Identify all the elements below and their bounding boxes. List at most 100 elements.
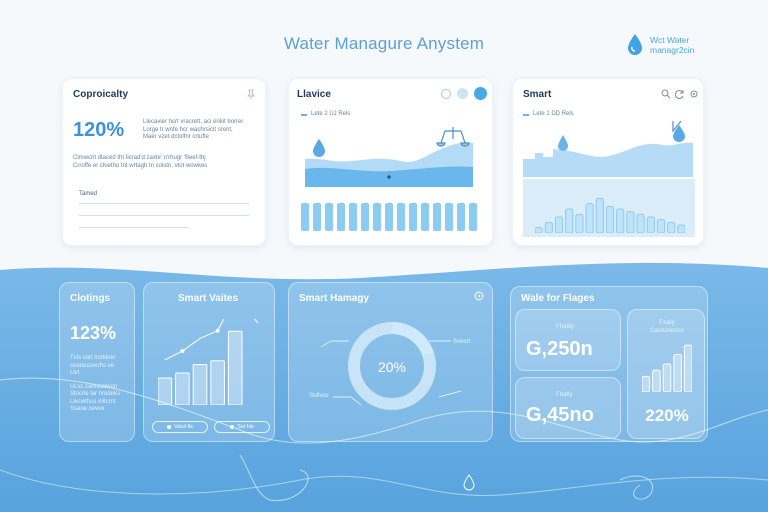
brand-logo: Wct Water managr2cin	[626, 33, 694, 57]
bar	[445, 203, 453, 231]
bar	[626, 211, 635, 233]
bar	[361, 203, 369, 231]
desc-line: Maer vzet dctolfnr crtufte	[143, 134, 210, 140]
donut-slice	[348, 322, 436, 410]
desc-line: Ssaue cevve	[70, 406, 105, 412]
trend-line	[164, 319, 259, 361]
side-label-2: Carduniorics	[650, 328, 684, 334]
bar	[616, 208, 625, 233]
bar	[677, 224, 685, 233]
bar	[349, 203, 357, 231]
desc-line: ceatanzeerhs ve	[70, 362, 115, 369]
bar	[605, 205, 615, 233]
dot-toggle-2[interactable]	[457, 88, 468, 99]
donut-label-right: Sveort	[453, 339, 471, 345]
smart-values-card[interactable]: Smart Vaites Vaiut lls Sst hls	[143, 282, 275, 442]
smart-bar-chart	[535, 197, 685, 233]
refresh-icon[interactable]	[675, 89, 685, 99]
bar	[227, 330, 243, 405]
values-pill-button[interactable]: Vaiut lls	[152, 421, 208, 433]
desc-line: Lorge tr wnfe hcr wachrsicit srent,	[143, 126, 233, 133]
card-title: Llavice	[297, 89, 331, 100]
brand-name-line1: Wct Water	[650, 35, 690, 45]
dot-toggle-3[interactable]	[474, 87, 487, 100]
card-title: Wale for Flages	[521, 293, 595, 304]
desc-line: Llvt	[70, 370, 80, 376]
bar	[325, 203, 333, 231]
legend-dot	[523, 113, 529, 116]
side-label-1: Fzaliy	[659, 320, 675, 326]
bar	[652, 369, 661, 392]
pill-label: Sst hls	[237, 424, 254, 430]
llavice-card[interactable]: Llavice Lete 2 UJ Rels	[288, 78, 493, 246]
bar	[646, 216, 655, 233]
bar	[544, 221, 553, 233]
bar	[385, 203, 393, 231]
coproicalty-card[interactable]: Coproicalty 120% Llecavier hcrt vracrett…	[62, 78, 266, 246]
bar	[575, 213, 584, 233]
stat-label: Fhattly	[556, 324, 575, 330]
bar	[175, 372, 190, 405]
bar	[210, 360, 225, 405]
bar	[301, 203, 309, 231]
stat-tile-side[interactable]: Fzaliy Carduniorics 220%	[627, 309, 705, 439]
bar	[662, 363, 672, 392]
settings-icon[interactable]	[689, 89, 699, 99]
bar	[565, 208, 574, 233]
bar	[585, 203, 594, 233]
input-line[interactable]	[79, 203, 249, 204]
water-drop-icon	[628, 34, 642, 55]
legend-label: Lete 1 DD Rels	[533, 111, 574, 117]
side-bar-chart	[642, 344, 692, 392]
donut-connector-lines	[320, 340, 462, 406]
legend-label: Lete 2 UJ Rels	[311, 111, 351, 117]
bar	[409, 203, 417, 231]
desc-line: Llecavier hcrt vracrett, aci erikit borr…	[143, 119, 244, 125]
bar	[313, 203, 321, 231]
stat-tile-2[interactable]: Fbatly G,45no	[515, 377, 621, 439]
clotings-stat: 123%	[70, 323, 117, 343]
search-icon[interactable]	[661, 89, 671, 99]
input-line[interactable]	[79, 215, 249, 216]
trend-point	[215, 328, 220, 333]
bar	[656, 219, 666, 233]
expand-icon[interactable]	[474, 291, 484, 301]
stat-tile-1[interactable]: Fhattly G,250n	[515, 309, 621, 371]
stat-value: G,250n	[526, 338, 593, 360]
page-title: Water Managure Anystem	[283, 34, 485, 53]
pill-label: Vaiut lls	[174, 424, 193, 430]
legend-dot	[301, 113, 307, 116]
smart-hamagy-card[interactable]: Smart Hamagy 20% Sveort Stdlvos	[288, 282, 493, 442]
side-stat: 220%	[645, 406, 689, 425]
stats-pill-button[interactable]: Sst hls	[214, 421, 270, 433]
water-level-chart	[305, 127, 473, 187]
desc-line: Llvcwthus inltcrnt	[70, 398, 116, 405]
desc-line: Tvls cart lrotkiner	[70, 355, 116, 361]
bar	[469, 203, 477, 231]
clotings-card[interactable]: Clotings 123% Tvls cart lrotkiner ceatan…	[59, 282, 135, 442]
pin-icon[interactable]	[247, 89, 255, 99]
bar	[192, 363, 208, 405]
water-drop-icon	[463, 474, 475, 491]
water-flages-card[interactable]: Wale for Flages Fhattly G,250n Fbatly G,…	[510, 286, 708, 442]
llavice-bar-chart	[301, 203, 477, 231]
card-title: Smart Vaites	[178, 293, 239, 304]
bar	[554, 216, 564, 233]
pill-dot-icon	[230, 425, 235, 429]
card-title: Clotings	[70, 293, 110, 304]
bar	[535, 227, 543, 233]
trend-point	[180, 349, 185, 354]
bar	[673, 354, 682, 392]
bar	[595, 197, 604, 233]
input-line[interactable]	[79, 227, 189, 228]
desc-line: Ul.vc carlnoatwon	[70, 383, 118, 390]
bar	[636, 213, 645, 233]
bar	[397, 203, 405, 231]
smart-card[interactable]: Smart Lete 1 DD Rels	[512, 78, 704, 246]
dot-toggle-1[interactable]	[441, 89, 451, 99]
field-label: Tamed	[79, 191, 98, 197]
body-line: Clmwcrit dtaced tht Iicrad'd zaxte' n'rh…	[73, 155, 206, 161]
card-title: Smart Hamagy	[299, 293, 370, 304]
desc-line: Stocrle lar hrodeks	[70, 391, 121, 397]
